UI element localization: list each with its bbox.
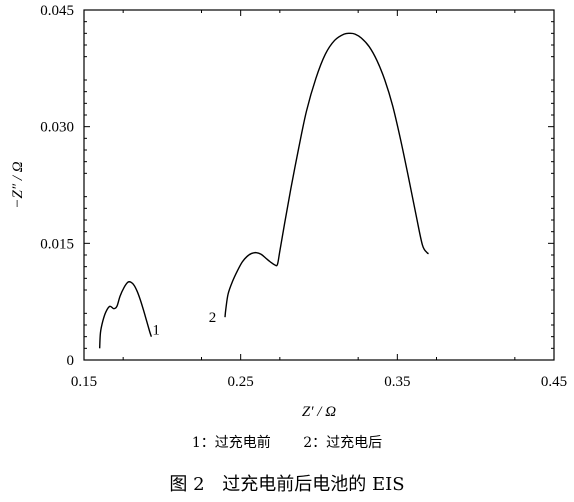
legend: 1：过充电前 2：过充电后 <box>0 432 574 452</box>
x-tick-label: 0.25 <box>228 374 254 390</box>
x-tick-label: 0.35 <box>384 374 410 390</box>
axis-ticks <box>83 9 555 361</box>
x-axis-title: Z′ / Ω <box>302 404 336 420</box>
y-tick-label: 0 <box>67 353 75 369</box>
axis-tick-labels: 0.15 0.25 0.35 0.45 0 0.015 0.030 0.045 <box>40 3 567 390</box>
y-tick-label: 0.030 <box>40 120 74 136</box>
curve-label-2: 2 <box>209 310 217 326</box>
figure-caption: 图 2 过充电前后电池的 EIS <box>0 470 574 496</box>
y-axis-title: −Z″ / Ω <box>10 161 26 208</box>
plot-frame <box>83 9 555 361</box>
figure-label: 图 2 <box>169 474 205 495</box>
x-tick-label: 0.45 <box>541 374 567 390</box>
series-line-2 <box>224 32 429 318</box>
x-tick-label: 0.15 <box>71 374 97 390</box>
curve-label-1: 1 <box>152 322 160 338</box>
y-tick-label: 0.015 <box>40 236 74 252</box>
curve-annotations: 12 <box>152 310 216 338</box>
y-tick-label: 0.045 <box>40 3 74 19</box>
legend-item-2: 2：过充电后 <box>303 435 383 451</box>
figure-title: 过充电前后电池的 EIS <box>222 474 405 495</box>
series-curves <box>98 32 429 349</box>
series-line-1 <box>98 280 153 349</box>
legend-item-1: 1：过充电前 <box>191 435 271 451</box>
